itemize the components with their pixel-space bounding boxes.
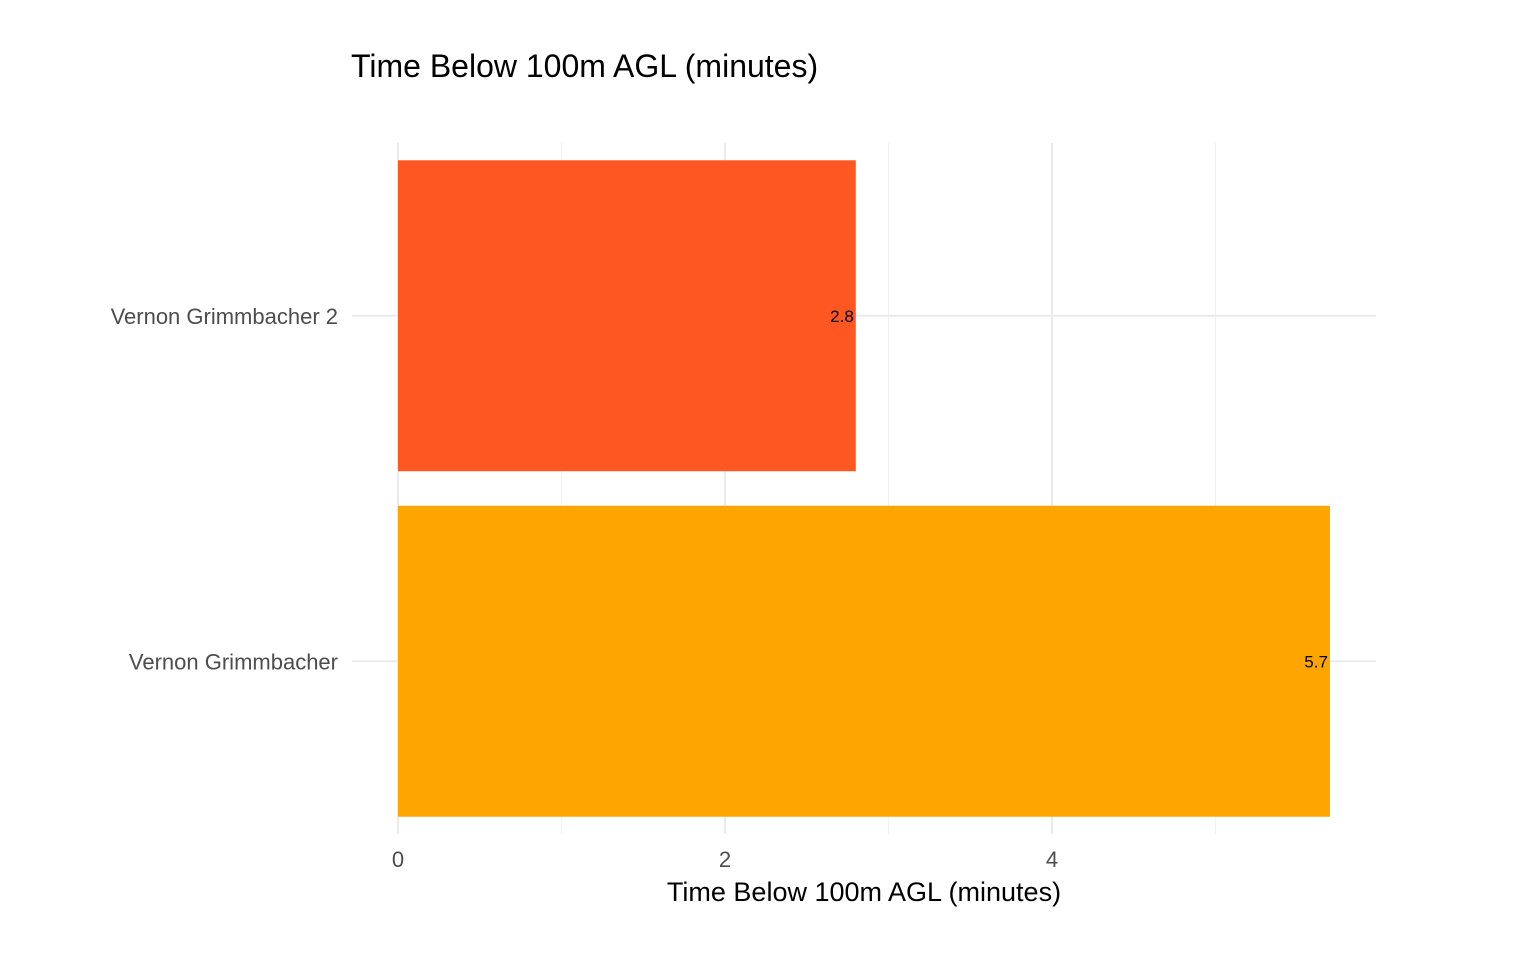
x-axis-title: Time Below 100m AGL (minutes) bbox=[667, 877, 1061, 907]
x-tick-label: 0 bbox=[392, 847, 404, 872]
bar-data-label: 2.8 bbox=[830, 307, 854, 326]
bar-data-label: 5.7 bbox=[1304, 652, 1328, 671]
y-tick-label: Vernon Grimmbacher bbox=[129, 649, 338, 674]
bar bbox=[398, 505, 1330, 817]
bar bbox=[398, 160, 856, 472]
bars-layer bbox=[398, 160, 1330, 817]
chart-title: Time Below 100m AGL (minutes) bbox=[351, 48, 819, 84]
y-tick-label: Vernon Grimmbacher 2 bbox=[111, 304, 338, 329]
x-tick-label: 4 bbox=[1046, 847, 1058, 872]
labels-layer: 0 2 4 Vernon Grimmbacher 2 2.8 Vernon Grimmba… bbox=[111, 304, 1328, 872]
x-tick-label: 2 bbox=[719, 847, 731, 872]
